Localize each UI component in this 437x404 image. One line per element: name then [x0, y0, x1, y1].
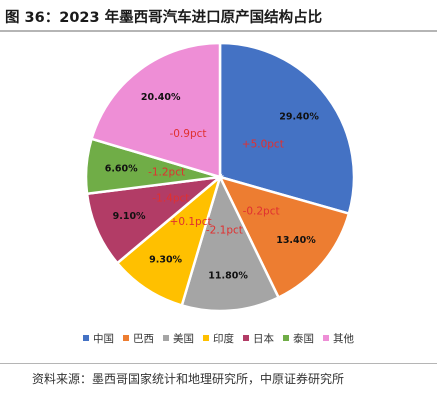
- change-label-4: -1.4pct: [152, 192, 189, 204]
- change-label-0: +5.0pct: [242, 139, 284, 151]
- change-label-2: -2.1pct: [206, 224, 243, 236]
- value-label-1: 13.40%: [276, 235, 316, 246]
- legend-label-3: 印度: [213, 332, 234, 345]
- pie-slice-1: [217, 175, 351, 300]
- change-label-6: -0.9pct: [169, 128, 206, 140]
- value-label-6: 20.40%: [141, 92, 181, 103]
- value-label-2: 11.80%: [208, 270, 248, 281]
- legend-item-6: 其他: [323, 331, 354, 345]
- legend-swatch-6: [323, 335, 329, 341]
- legend-label-0: 中国: [93, 332, 114, 345]
- legend: 中国 巴西 美国 印度 日本 泰国 其他: [0, 331, 437, 345]
- legend-swatch-4: [243, 335, 249, 341]
- pie-slice-2: [180, 173, 281, 313]
- change-label-1: -0.2pct: [243, 205, 280, 217]
- legend-item-4: 日本: [243, 331, 274, 345]
- value-labels: 29.40% 13.40% 11.80% 9.30% 9.10% 6.60% 20.40%: [105, 92, 320, 281]
- legend-label-5: 泰国: [293, 332, 314, 345]
- legend-label-1: 巴西: [133, 332, 154, 345]
- legend-item-1: 巴西: [123, 331, 154, 345]
- pie-slice-0: [218, 41, 356, 216]
- value-label-4: 9.10%: [113, 211, 146, 222]
- legend-label-2: 美国: [173, 332, 194, 345]
- pie-slice-6: [90, 41, 222, 179]
- legend-label-4: 日本: [253, 332, 274, 345]
- legend-label-6: 其他: [333, 332, 354, 345]
- source-divider: [0, 363, 437, 364]
- legend-item-5: 泰国: [283, 331, 314, 345]
- legend-swatch-0: [83, 335, 89, 341]
- chart-title: 图 36：2023 年墨西哥汽车进口原产国结构占比: [5, 10, 323, 26]
- value-label-3: 9.30%: [149, 254, 182, 265]
- pie-slice-3: [115, 173, 223, 307]
- title-divider: [0, 30, 437, 32]
- legend-item-2: 美国: [163, 331, 194, 345]
- legend-swatch-3: [203, 335, 209, 341]
- source-note: 资料来源：墨西哥国家统计和地理研究所，中原证券研究所: [32, 372, 345, 386]
- value-label-5: 6.60%: [105, 163, 138, 174]
- change-label-3: +0.1pct: [170, 216, 212, 228]
- legend-item-0: 中国: [83, 331, 114, 345]
- value-label-0: 29.40%: [279, 112, 319, 123]
- change-label-5: -1.2pct: [148, 167, 185, 179]
- pie-slices: [84, 41, 356, 313]
- legend-swatch-5: [283, 335, 289, 341]
- change-labels: +5.0pct -0.2pct-2.1pct+0.1pct -1.4pct -1.2p…: [148, 128, 284, 236]
- pie-chart: 29.40%13.40%11.80%9.30%9.10%6.60%20.40% …: [84, 41, 356, 313]
- legend-swatch-1: [123, 335, 129, 341]
- legend-swatch-2: [163, 335, 169, 341]
- legend-item-3: 印度: [203, 331, 234, 345]
